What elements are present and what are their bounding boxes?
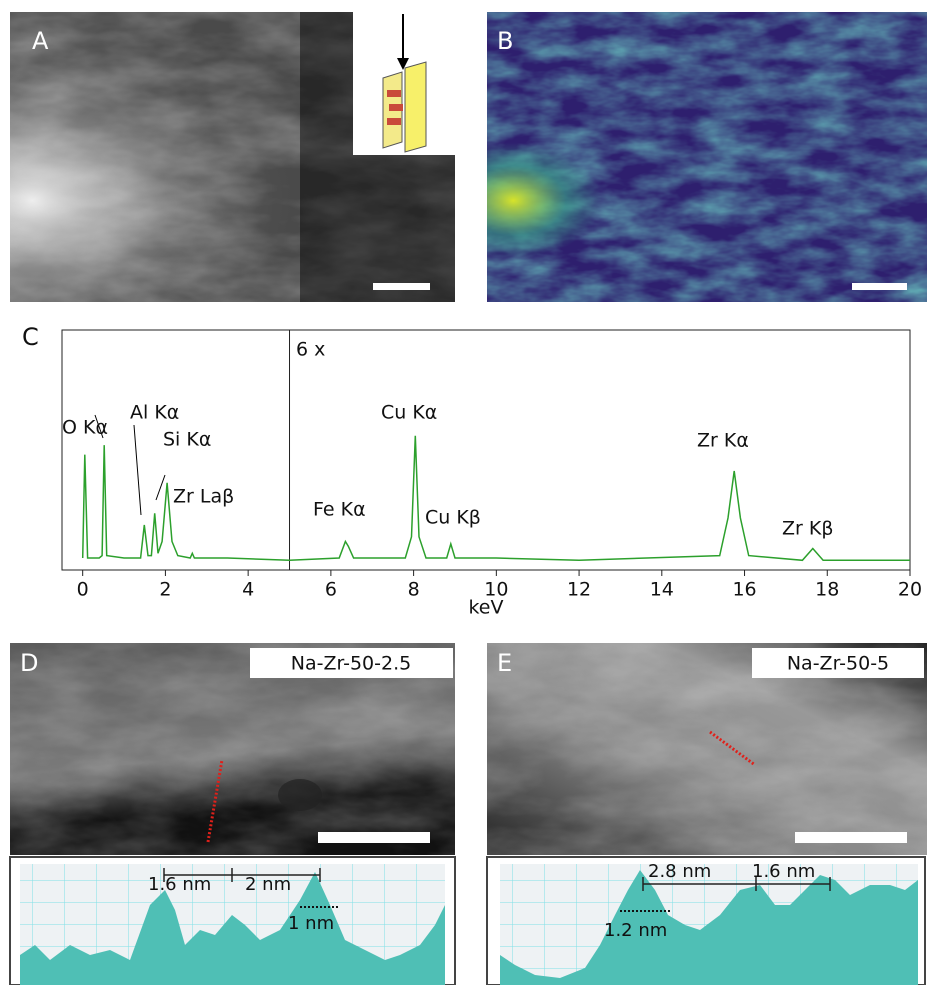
distance-label: 2.8 nm (648, 861, 711, 882)
peak-label: Cu Kα (381, 402, 437, 424)
x-tick-label: 2 (159, 579, 171, 601)
panel-label: E (497, 649, 512, 677)
element-map-glow (487, 12, 927, 302)
spectrum-chart: C keV 0 2 4 6 8 10 12 14 16 18 20 O Kα Al Kα Si Kα Zr … (22, 323, 922, 619)
distance-bracket (163, 868, 321, 882)
panel-a: A (10, 12, 455, 302)
panel-label: D (20, 649, 38, 677)
peak-label: Zr Laβ (173, 486, 234, 508)
sample-label-bg (250, 648, 453, 678)
distance-label: 2 nm (245, 874, 291, 895)
x-tick-label: 10 (484, 579, 508, 601)
pointer (94, 414, 104, 439)
inset-rod (387, 90, 401, 97)
peak-label: 6 x (296, 339, 325, 361)
x-tick-label: 4 (242, 579, 254, 601)
inset-rod (389, 104, 403, 111)
x-tick-label: 16 (732, 579, 756, 601)
inset-rod (387, 118, 401, 125)
pointer (155, 474, 166, 501)
profile-line (206, 759, 224, 843)
distance-label: 1.6 nm (148, 874, 211, 895)
intensity-profile (20, 872, 445, 985)
x-tick-label: 0 (77, 579, 89, 601)
panel-e: Na-Zr-50-5 E 2.8 nm 1.6 nm 1.2 nm (486, 643, 927, 985)
peak-label: Zr Kα (697, 430, 749, 452)
distance-label: 1 nm (288, 913, 334, 934)
pointer (133, 424, 142, 516)
dark-spot (278, 779, 322, 811)
panel-d: Na-Zr-50-2.5 D 1.6 nm 2 nm 1 nm (9, 643, 456, 985)
x-tick-label: 20 (898, 579, 922, 601)
x-tick-label: 12 (567, 579, 591, 601)
sample-label-bg (752, 648, 924, 678)
panel-label: A (32, 27, 49, 55)
x-tick-label: 18 (815, 579, 839, 601)
sample-label: Na-Zr-50-2.5 (291, 653, 411, 675)
inset-arrowhead (397, 58, 409, 70)
scale-bar (373, 283, 430, 290)
x-axis-label: keV (468, 597, 503, 619)
panel-label: B (497, 27, 513, 55)
distance-label: 1.6 nm (752, 861, 815, 882)
peak-label: Al Kα (130, 402, 179, 424)
micrograph-texture (10, 643, 455, 855)
scale-bar (795, 832, 907, 843)
peak-label: Zr Kβ (782, 518, 833, 540)
plot-frame (61, 329, 911, 571)
profile-line (709, 730, 756, 767)
peak-label: Cu Kβ (425, 507, 481, 529)
scale-bar (852, 283, 907, 290)
distance-bracket (642, 877, 831, 891)
x-tick-label: 8 (408, 579, 420, 601)
inset-plate (404, 61, 427, 153)
micrograph-texture (487, 643, 927, 855)
peak-label: Fe Kα (313, 499, 366, 521)
peak-label: Si Kα (163, 429, 211, 451)
distance-label: 1.2 nm (604, 920, 667, 941)
sample-label: Na-Zr-50-5 (787, 653, 889, 675)
x-tick-label: 6 (325, 579, 337, 601)
peak-label: O Kα (62, 417, 108, 439)
intensity-profile (500, 870, 918, 985)
panel-label: C (22, 323, 39, 351)
spectrum-line (81, 435, 910, 562)
x-tick-label: 14 (650, 579, 674, 601)
scale-bar (318, 832, 430, 843)
panel-b: B (487, 12, 927, 302)
